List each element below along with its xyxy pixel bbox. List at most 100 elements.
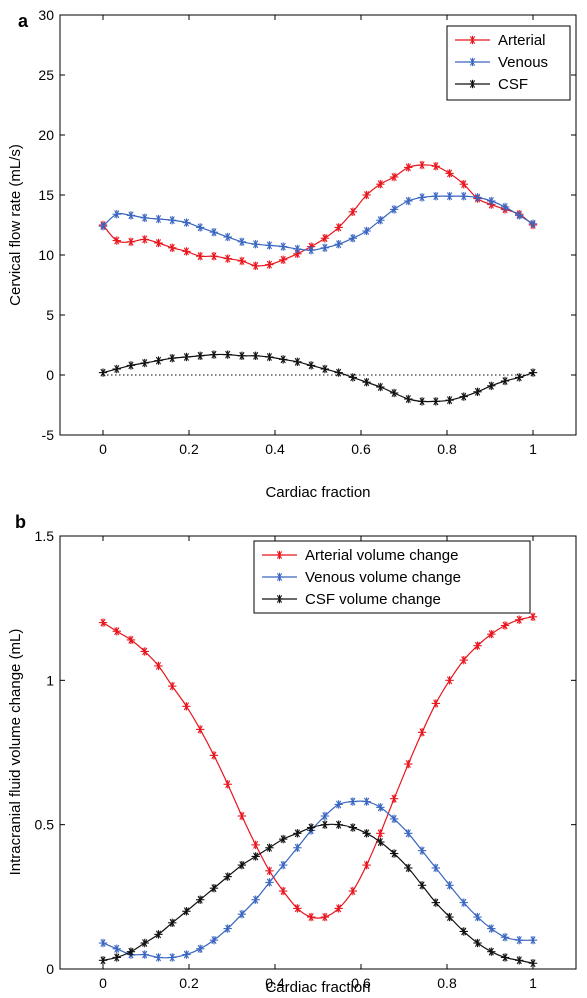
- panel-b-data-point-csf-volume-change: [195, 895, 205, 904]
- panel-a-data-point-arterial: [417, 160, 427, 170]
- panel-b-data-point-arterial-volume-change: [376, 829, 385, 838]
- panel-b-data-point-arterial-volume-change: [320, 912, 330, 922]
- panel-b-y-tick-label: 0.5: [35, 817, 55, 833]
- panel-b-data-point-arterial-volume-change: [389, 794, 399, 803]
- panel-b-data-point-arterial-volume-change: [417, 728, 427, 737]
- panel-b-data-point-arterial-volume-change: [528, 612, 538, 622]
- panel-b-data-point-csf-volume-change: [209, 883, 219, 893]
- panel-a-data-point-arterial: [320, 234, 330, 243]
- panel-a-plot-frame: [59, 14, 577, 436]
- panel-b-data-point-venous-volume-change: [320, 811, 330, 821]
- panel-a-data-point-csf: [306, 361, 316, 370]
- panel-b-data-point-csf-volume-change: [278, 834, 288, 844]
- panel-b-data-point-arterial-volume-change: [278, 886, 288, 896]
- panel-a-data-point-venous: [251, 240, 260, 249]
- panel-b-legend-box: [253, 540, 531, 614]
- panel-b-x-axis-label: Cardiac fraction: [265, 979, 370, 996]
- panel-a-data-point-csf: [417, 397, 427, 406]
- panel-b-x-tick-label: 0: [99, 975, 107, 991]
- panel-a-data-point-csf: [168, 354, 177, 363]
- panel-b-y-tick-label: 1: [46, 672, 54, 688]
- panel-b-legend-label-csf-volume-change: CSF volume change: [305, 591, 441, 608]
- panel-a-data-point-arterial: [182, 247, 191, 256]
- panel-b-y-tick-label: 1.5: [35, 528, 55, 544]
- panel-a-data-point-venous: [209, 228, 219, 237]
- panel-b-legend-label-arterial-volume-change: Arterial volume change: [305, 547, 458, 564]
- panel-a-x-tick-label: 1: [529, 441, 537, 457]
- panel-a-data-point-venous: [306, 246, 316, 255]
- panel-b-data-point-csf-volume-change: [265, 843, 274, 852]
- panel-a-legend: Arterial Venous CSF: [446, 25, 571, 101]
- panel-a-data-point-csf: [112, 364, 121, 374]
- panel-b-letter: b: [15, 512, 26, 532]
- panel-b-data-point-venous-volume-change: [98, 938, 108, 948]
- panel-b-data-point-csf-volume-change: [417, 881, 427, 890]
- panel-a-data-point-arterial: [334, 223, 343, 232]
- panel-a-series: [98, 160, 538, 406]
- panel-b-series-csf-volume-change: [98, 820, 538, 968]
- panel-b-data-point-venous-volume-change: [237, 909, 247, 919]
- panel-b-data-point-venous-volume-change: [528, 935, 538, 945]
- panel-a-data-point-arterial: [126, 237, 136, 246]
- panel-b-data-point-venous-volume-change: [473, 912, 482, 922]
- panel-b-data-point-csf-volume-change: [154, 930, 163, 939]
- panel-a-data-point-venous: [389, 205, 399, 214]
- panel-b-data-point-arterial-volume-change: [362, 860, 371, 870]
- panel-a-legend-label-arterial: Arterial: [498, 32, 546, 49]
- panel-a-data-point-csf: [459, 392, 468, 401]
- panel-a-data-point-venous: [278, 242, 288, 251]
- panel-b-series-line-csf-volume-change: [102, 823, 534, 964]
- panel-b-data-point-venous-volume-change: [334, 800, 343, 809]
- panel-a-y-tick-label: 15: [38, 187, 54, 203]
- panel-b-data-point-arterial-volume-change: [237, 811, 247, 821]
- panel-a-series-arterial: [98, 160, 538, 270]
- panel-a-y-tick-label: 30: [38, 7, 54, 23]
- panel-b-data-point-arterial-volume-change: [126, 635, 136, 645]
- panel-a-data-point-venous: [528, 219, 538, 228]
- panel-b-series-line-venous-volume-change: [102, 800, 534, 959]
- panel-b-xticks: 0 0.2 0.4 0.6 0.8 1: [99, 536, 537, 991]
- panel-b-plot-frame: [59, 535, 577, 970]
- panel-b-data-point-csf-volume-change: [376, 837, 385, 847]
- panel-b-data-point-arterial-volume-change: [293, 904, 302, 913]
- panel-a-data-point-csf: [195, 351, 205, 360]
- panel-b-data-point-csf-volume-change: [362, 829, 371, 838]
- panel-a-data-point-csf: [431, 397, 441, 406]
- panel-b-data-point-arterial-volume-change: [306, 912, 316, 922]
- panel-b-data-point-csf-volume-change: [459, 927, 468, 936]
- panel-a-data-point-venous: [237, 237, 247, 246]
- panel-a-data-point-csf: [209, 350, 219, 359]
- panel-a-y-tick-label: -5: [42, 427, 55, 443]
- panel-a-y-tick-label: 20: [38, 127, 54, 143]
- panel-b-data-point-arterial-volume-change: [515, 615, 524, 624]
- panel-a-data-point-csf: [278, 355, 288, 364]
- panel-a-data-point-arterial: [459, 180, 468, 189]
- panel-b-data-point-csf-volume-change: [528, 959, 538, 968]
- panel-a-data-point-venous: [223, 232, 232, 242]
- panel-a-data-point-venous: [404, 196, 413, 206]
- panel-b-y-tick-label: 0: [46, 961, 54, 977]
- panel-a-xticks: 0 0.2 0.4 0.6 0.8 1: [99, 15, 537, 457]
- panel-a-data-point-venous: [334, 240, 343, 249]
- panel-a-data-point-csf: [362, 378, 371, 387]
- panel-b-data-point-arterial-volume-change: [195, 725, 205, 734]
- panel-a-data-point-arterial: [362, 190, 371, 200]
- panel-a-data-point-arterial: [265, 260, 274, 269]
- panel-b-x-tick-label: 0.2: [179, 975, 199, 991]
- panel-a-data-point-csf: [528, 368, 538, 377]
- panel-b-data-point-arterial-volume-change: [459, 655, 468, 665]
- panel-b-data-point-csf-volume-change: [293, 829, 302, 838]
- panel-a-legend-marker-arterial: [468, 35, 477, 45]
- panel-a-data-point-venous: [182, 218, 191, 227]
- panel-a-data-point-csf: [389, 388, 399, 398]
- panel-a-data-point-arterial: [389, 172, 399, 182]
- panel-a-data-point-csf: [487, 381, 496, 390]
- panel-a-x-tick-label: 0.6: [351, 441, 371, 457]
- panel-b-data-point-arterial-volume-change: [182, 702, 191, 711]
- panel-a-y-tick-label: 5: [46, 307, 54, 323]
- panel-a-data-point-csf: [348, 373, 358, 382]
- panel-b-series-venous-volume-change: [98, 797, 538, 962]
- panel-a-data-point-csf: [126, 361, 136, 370]
- panel-a-data-point-venous: [515, 211, 524, 220]
